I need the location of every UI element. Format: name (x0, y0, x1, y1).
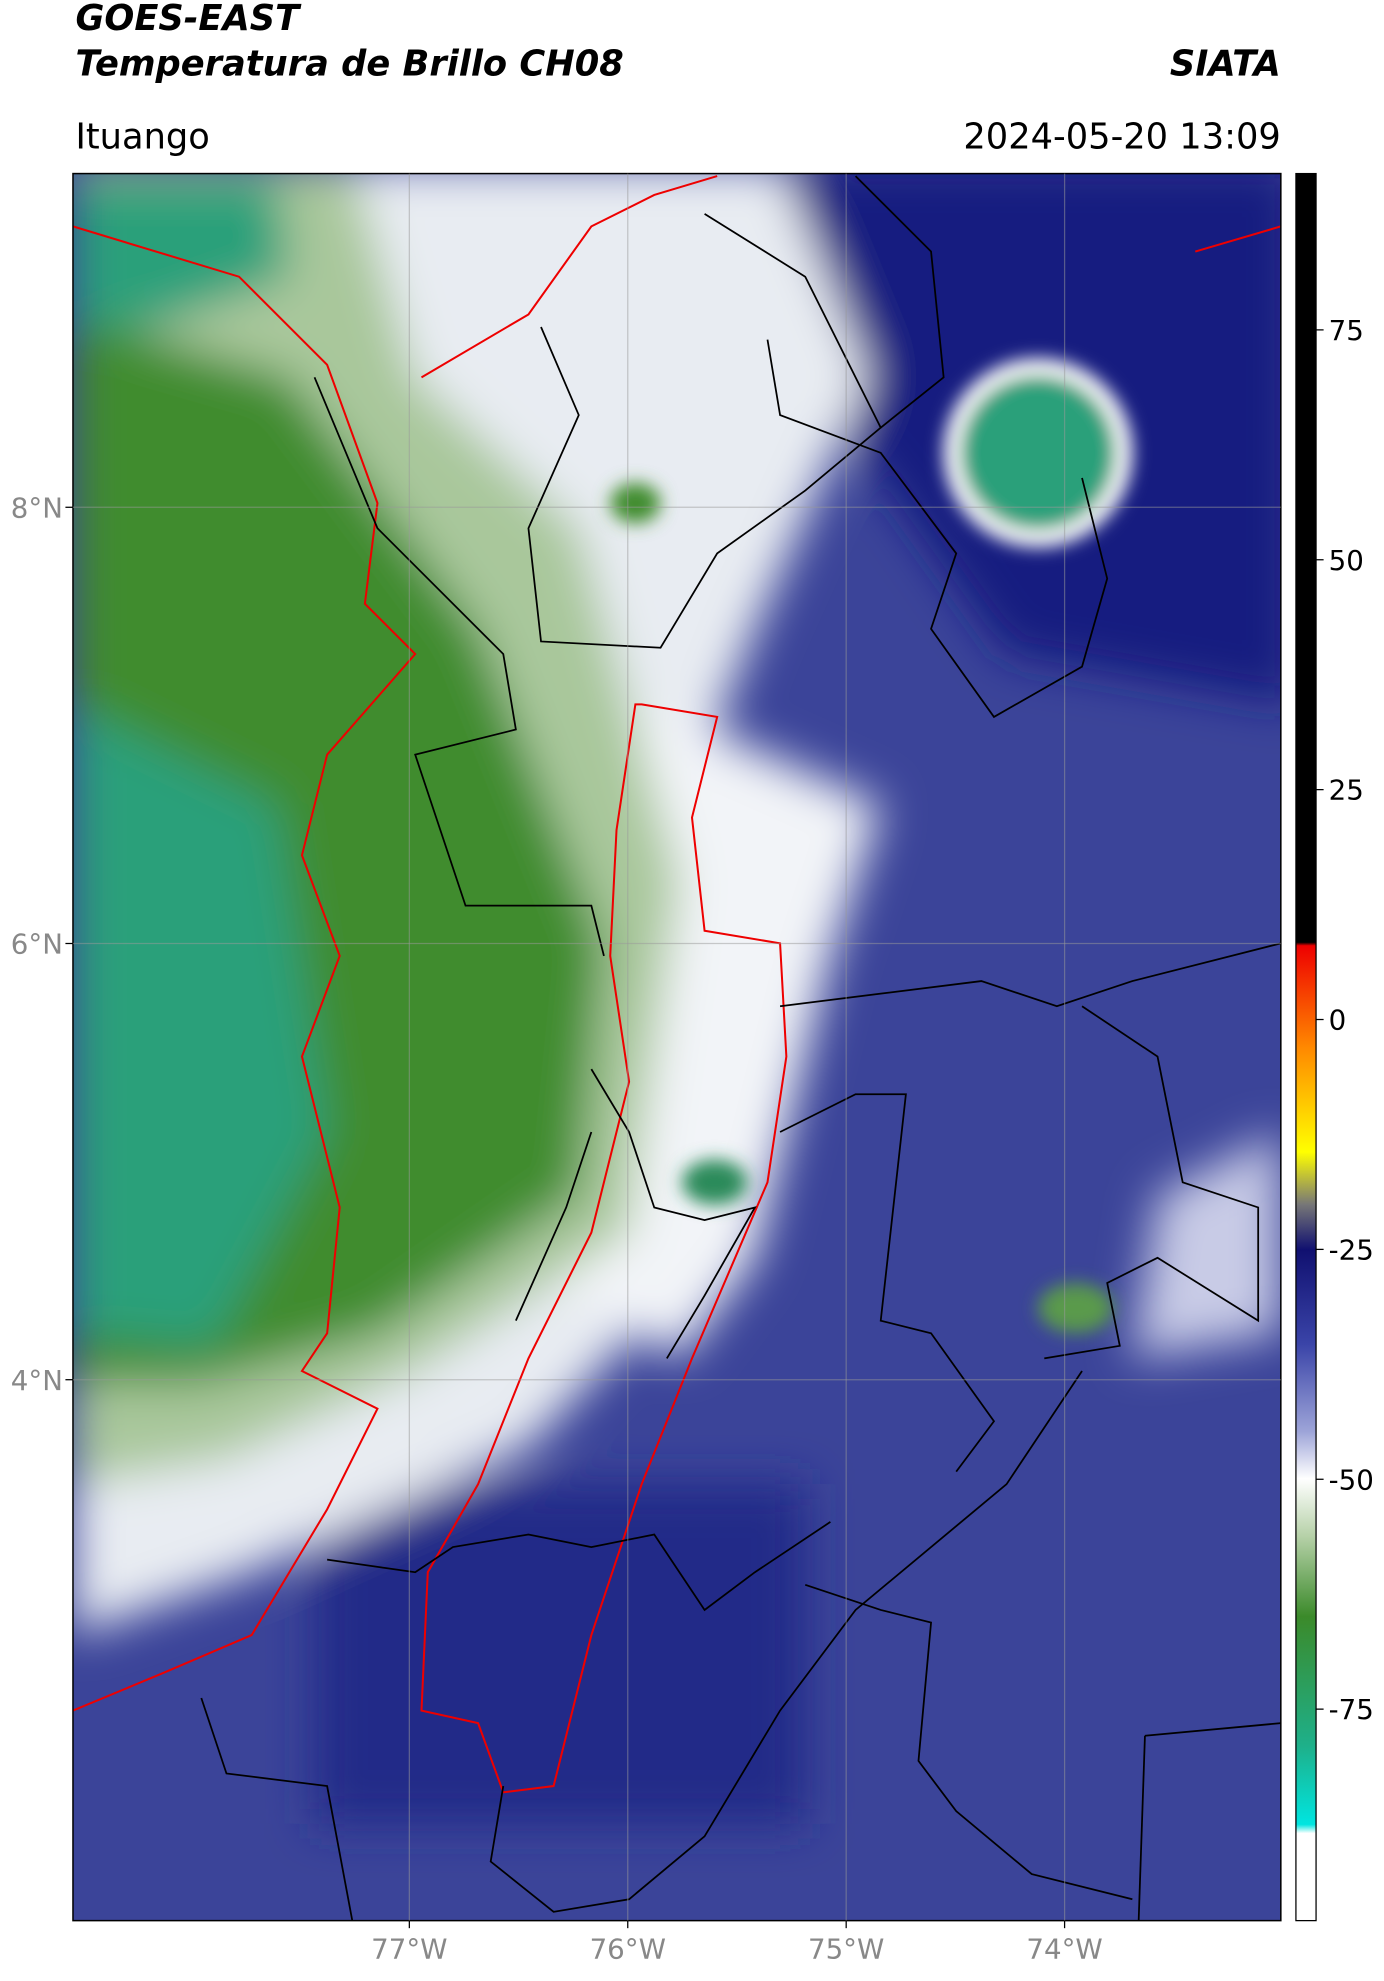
y-tick-label: 8°N (11, 491, 63, 524)
org: SIATA (1170, 43, 1281, 84)
title: GOES-EAST (75, 0, 302, 39)
ticks: 77°W 76°W 75°W 74°W 8°N 6°N 4°N 75 50 25 0 -25 -50 -7… (11, 173, 1374, 1965)
colorbar-tick-label: 0 (1329, 1004, 1347, 1037)
colorbar-tick-label: 50 (1329, 544, 1364, 577)
colorbar-tick-label: -25 (1329, 1233, 1374, 1266)
map-frame (72, 172, 1282, 1922)
y-tick-label: 6°N (11, 928, 63, 961)
colorbar-tick-label: -75 (1329, 1693, 1374, 1726)
datetime: 2024-05-20 13:09 (963, 116, 1280, 157)
y-tick-label: 4°N (11, 1364, 63, 1397)
x-tick-label: 74°W (1026, 1932, 1102, 1965)
satellite-image (72, 173, 1281, 1921)
x-tick-label: 77°W (371, 1932, 447, 1965)
colorbar-tick-label: 75 (1329, 314, 1364, 347)
x-tick-label: 75°W (808, 1932, 884, 1965)
colorbar (1295, 172, 1317, 1922)
subtitle: Temperatura de Brillo CH08 (75, 43, 623, 84)
x-tick-label: 76°W (590, 1932, 666, 1965)
location: Ituango (75, 116, 209, 157)
colorbar-tick-label: -50 (1329, 1463, 1374, 1496)
colorbar-tick-label: 25 (1329, 774, 1364, 807)
